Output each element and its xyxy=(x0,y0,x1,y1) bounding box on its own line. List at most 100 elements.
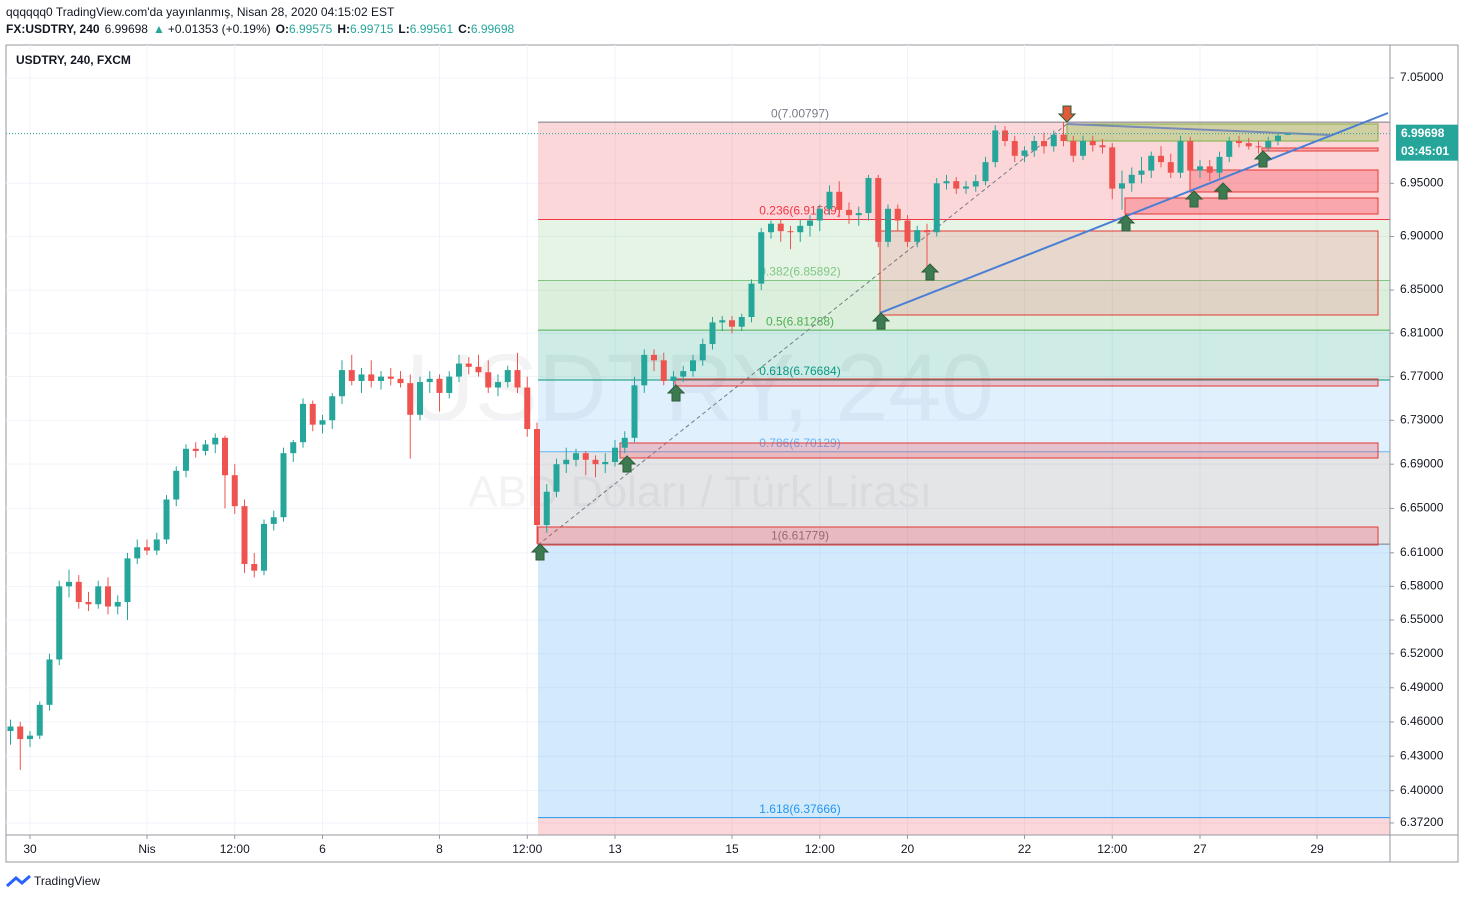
candle-body xyxy=(1060,134,1067,142)
zone-box xyxy=(879,230,1379,316)
candle-body xyxy=(982,162,989,182)
candle-body xyxy=(631,385,638,438)
candle-body xyxy=(777,223,784,232)
candle-body xyxy=(738,317,745,327)
candle-body xyxy=(1177,141,1184,173)
zone-box xyxy=(537,526,1379,546)
y-tick-label: 6.77000 xyxy=(1400,369,1444,383)
zone-box xyxy=(674,378,1379,387)
trend-line xyxy=(1066,123,1331,136)
candle-body xyxy=(183,448,189,471)
y-tick-label: 6.69000 xyxy=(1400,456,1444,470)
candle-body xyxy=(114,602,121,607)
candle-body xyxy=(553,464,560,492)
candle-body xyxy=(36,704,43,736)
candle-body xyxy=(153,539,160,551)
candle-body xyxy=(485,372,492,388)
zone-box xyxy=(1189,169,1379,193)
arrow-up xyxy=(530,543,550,561)
candle-body xyxy=(592,459,599,465)
high-label: H: xyxy=(337,22,350,36)
price-tag-label: 6.99698 xyxy=(1401,126,1445,140)
arrow-up xyxy=(617,455,637,473)
candle-body xyxy=(290,442,297,454)
low-label: L: xyxy=(398,22,409,36)
candle-body xyxy=(212,437,219,445)
x-tick-label: 12:00 xyxy=(805,842,835,856)
candle-body xyxy=(953,181,960,189)
candle-body xyxy=(524,387,531,430)
symbol-line: FX:USDTRY, 240 6.99698 ▲ +0.01353 (+0.19%) O… xyxy=(6,22,515,36)
candle-body xyxy=(1197,166,1203,171)
candle-body xyxy=(1158,155,1164,163)
y-tick-label: 6.85000 xyxy=(1400,282,1444,296)
arrow-up xyxy=(1213,182,1233,200)
candle-body xyxy=(621,437,628,448)
y-tick-label: 6.95000 xyxy=(1400,175,1444,189)
arrow-up xyxy=(1184,190,1204,208)
candle-body xyxy=(95,586,102,605)
candle-body xyxy=(612,447,618,462)
footer-brand: TradingView xyxy=(34,874,100,888)
candle-body xyxy=(1265,141,1272,148)
candle-body xyxy=(144,547,150,551)
candle-body xyxy=(17,726,24,740)
candle-body xyxy=(309,403,316,425)
candle-body xyxy=(1128,174,1135,184)
candle-body xyxy=(280,453,287,518)
fib-zone xyxy=(538,817,1390,835)
fib-label: 0(7.00797) xyxy=(771,106,829,120)
x-tick-label: 27 xyxy=(1193,842,1207,856)
plot: USDTRY, 240ABD Doları / Türk Lirası0(7.0… xyxy=(6,45,1390,835)
arrow-down xyxy=(1057,105,1077,123)
candle-body xyxy=(651,354,657,361)
candle-body xyxy=(231,475,238,507)
zone-box xyxy=(619,442,1379,459)
logo-icon xyxy=(6,874,31,888)
candle-body xyxy=(397,378,404,384)
candle-body xyxy=(348,370,355,381)
candle-body xyxy=(75,581,82,603)
y-tick-label: 6.52000 xyxy=(1400,646,1444,660)
trend-line xyxy=(879,112,1389,314)
candle-body xyxy=(865,177,872,214)
fib-label: 0.382(6.85892) xyxy=(759,265,840,279)
candle-body xyxy=(543,491,550,526)
fib-zone xyxy=(538,219,1390,281)
candle-body xyxy=(319,420,326,425)
candle-body xyxy=(134,547,141,559)
candle-body xyxy=(1216,156,1223,173)
y-tick-label: 6.73000 xyxy=(1400,412,1444,426)
countdown: 03:45:01 xyxy=(1401,144,1449,158)
candle-body xyxy=(514,370,521,388)
candle-body xyxy=(846,209,852,216)
y-tick-label: 6.55000 xyxy=(1400,612,1444,626)
candle-body xyxy=(124,558,131,603)
y-tick-label: 6.90000 xyxy=(1400,229,1444,243)
candle-body xyxy=(836,191,843,210)
candle-body xyxy=(329,396,336,421)
candle-body xyxy=(660,360,667,381)
x-tick-label: 29 xyxy=(1310,842,1324,856)
candle-body xyxy=(475,366,482,373)
y-tick-label: 6.81000 xyxy=(1400,325,1444,339)
candle-body xyxy=(885,208,891,242)
candle-body xyxy=(670,376,677,381)
candle-body xyxy=(163,499,170,540)
fib-zone xyxy=(538,122,1390,220)
candle-body xyxy=(46,659,53,705)
candle-body xyxy=(358,374,365,381)
candle-body xyxy=(1167,162,1174,173)
candle-body xyxy=(1031,141,1038,151)
candle-body xyxy=(602,461,609,465)
last-price: 6.99698 xyxy=(105,22,149,36)
candle-body xyxy=(768,223,774,233)
x-tick-label: 22 xyxy=(1018,842,1032,856)
candle-body xyxy=(1002,130,1008,142)
fib-zone xyxy=(538,544,1390,818)
candle-body xyxy=(465,363,472,367)
candle-body xyxy=(826,191,833,209)
fib-zone xyxy=(538,330,1390,381)
candle-body xyxy=(202,444,209,451)
